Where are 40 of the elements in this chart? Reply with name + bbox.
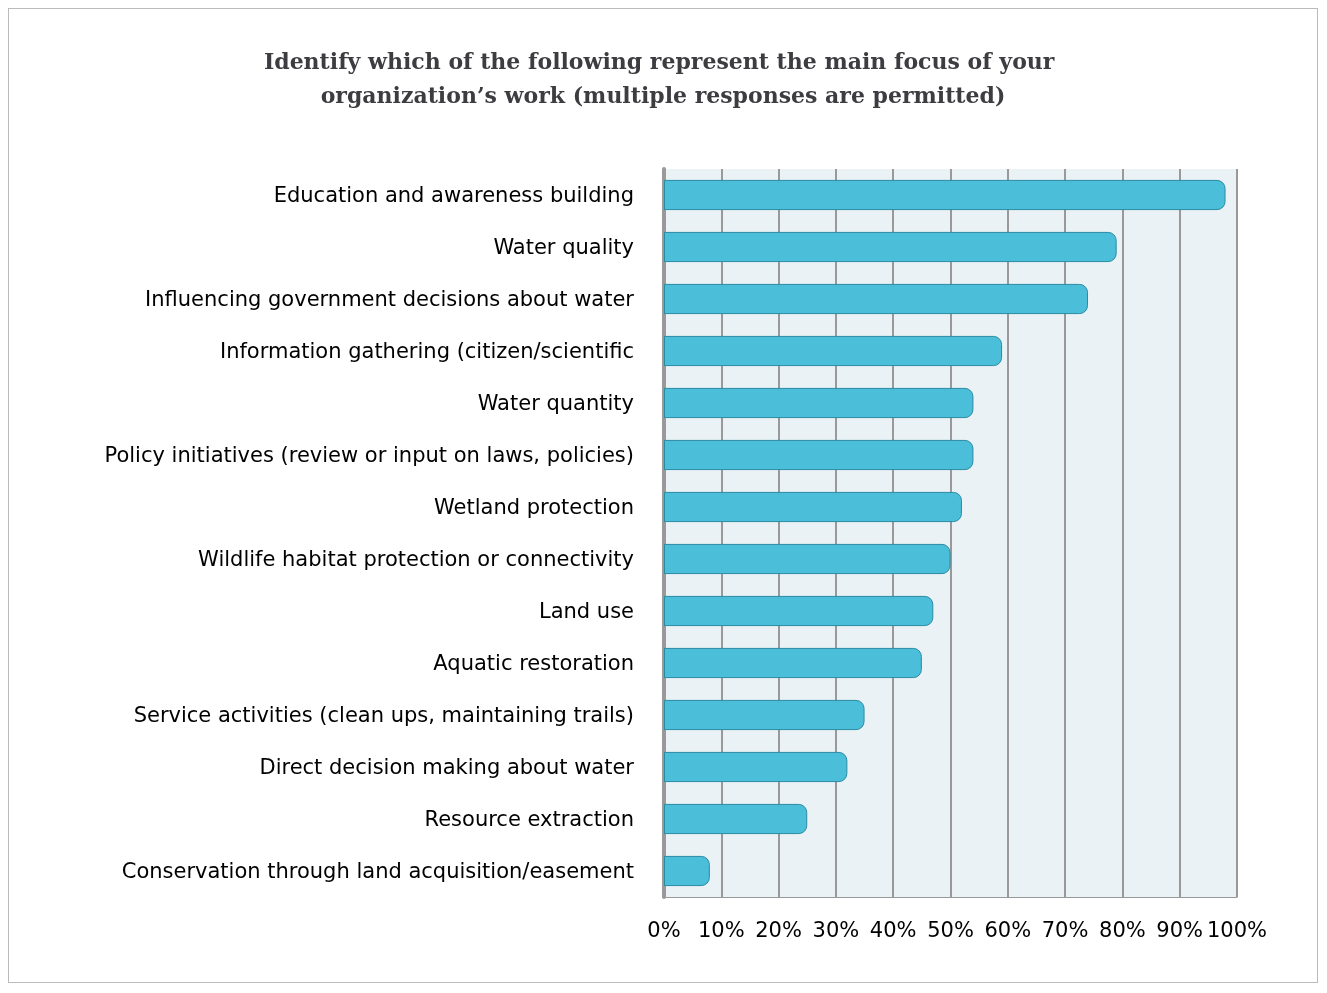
y-tick-label: Conservation through land acquisition/easement <box>121 859 634 883</box>
bar <box>664 751 848 783</box>
y-tick-label: Wetland protection <box>434 495 634 519</box>
x-tick-label: 70% <box>1041 917 1089 942</box>
x-tick-label: 40% <box>869 917 917 942</box>
y-tick-label: Resource extraction <box>424 807 634 831</box>
y-tick-label: Policy initiatives (review or input on laws, policies) <box>104 443 634 467</box>
bar <box>664 439 974 471</box>
bar <box>664 231 1117 263</box>
x-tick-label: 10% <box>697 917 745 942</box>
bar <box>664 335 1003 367</box>
y-tick-label: Aquatic restoration <box>433 651 634 675</box>
x-tick-label: 20% <box>755 917 802 942</box>
y-tick-label: Service activities (clean ups, maintaining trails) <box>133 703 634 727</box>
y-tick-label: Land use <box>538 599 634 623</box>
bar <box>664 855 710 887</box>
y-tick-label: Information gathering (citizen/scientific <box>219 339 634 363</box>
bar <box>664 387 974 419</box>
y-tick-label: Water quantity <box>477 391 634 415</box>
x-tick-label: 100% <box>1206 917 1268 942</box>
chart-title: Identify which of the following represent the main focus of your organization’s work (multiple responses are permitted) <box>263 48 1063 108</box>
y-tick-label: Direct decision making about water <box>259 755 635 779</box>
bar <box>664 699 865 731</box>
y-tick-label: Education and awareness building <box>273 183 634 207</box>
x-tick-label: 80% <box>1099 917 1146 942</box>
y-tick-label: Influencing government decisions about water <box>145 287 635 311</box>
bar <box>664 543 951 575</box>
x-tick-label: 90% <box>1156 917 1204 942</box>
x-tick-label: 30% <box>812 917 860 942</box>
bar <box>664 595 934 627</box>
x-tick-label: 60% <box>984 917 1032 942</box>
bar <box>664 283 1089 315</box>
x-tick-label: 0% <box>647 917 681 942</box>
bar <box>664 491 962 523</box>
x-tick-label: 50% <box>927 917 974 942</box>
bar <box>664 647 922 679</box>
y-tick-label: Wildlife habitat protection or connectivity <box>198 547 634 571</box>
bar <box>664 803 808 835</box>
y-tick-label: Water quality <box>493 235 634 259</box>
bar <box>664 179 1226 211</box>
